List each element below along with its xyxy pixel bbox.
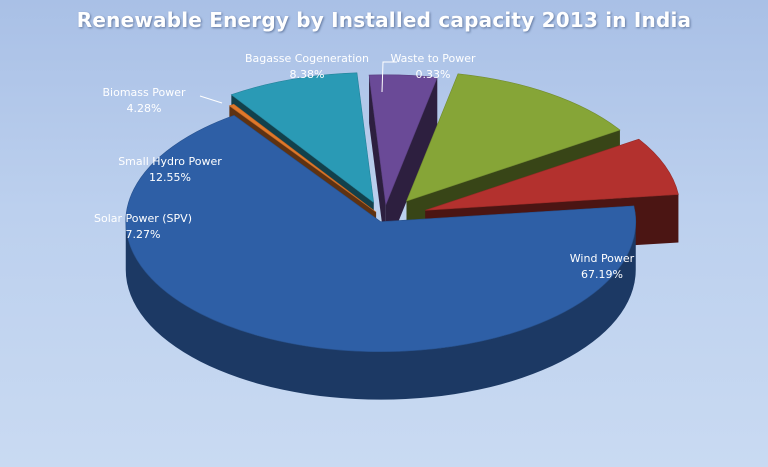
slice-value-biomass-power: 4.28% [127,102,162,115]
slice-waste-to-power [228,103,377,213]
chart-title: Renewable Energy by Installed capacity 2… [76,8,692,32]
slice-label-solar-power-spv: Solar Power (SPV) [94,212,192,225]
slice-value-waste-to-power: 0.33% [416,68,451,81]
slice-label-biomass-power: Biomass Power [102,86,185,99]
slice-wind-power [125,115,637,352]
slice-side-biomass-power-1 [385,77,438,253]
leader-line-waste-to-power [381,61,397,93]
slice-value-bagasse-cogeneration: 8.38% [290,68,325,81]
slice-small-hydro-power [405,73,621,202]
slice-label-waste-to-power: Waste to Power [390,52,475,65]
slice-value-small-hydro-power: 12.55% [149,171,191,184]
slice-value-solar-power-spv: 7.27% [126,228,161,241]
slice-bagasse-cogeneration [230,72,375,204]
slice-value-wind-power: 67.19% [581,268,623,281]
slice-label-small-hydro-power: Small Hydro Power [118,155,222,168]
leader-line-biomass-power [199,95,223,104]
slice-label-bagasse-cogeneration: Bagasse Cogeneration [245,52,369,65]
slice-biomass-power [368,74,438,206]
slice-side-biomass-power-0 [369,75,386,253]
slice-rim-wind-power [125,221,636,400]
slice-solar-power-spv [425,138,679,211]
slice-label-wind-power: Wind Power [570,252,635,265]
